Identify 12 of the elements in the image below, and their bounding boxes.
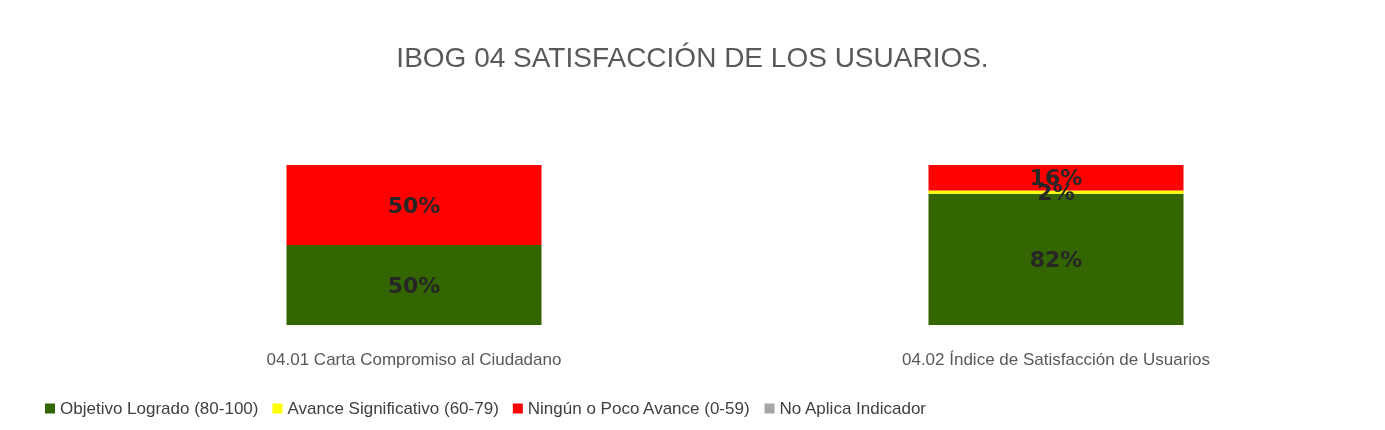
legend-label: Objetivo Logrado (80-100)	[60, 399, 259, 418]
chart-title: IBOG 04 SATISFACCIÓN DE LOS USUARIOS.	[396, 41, 989, 73]
legend-label: Ningún o Poco Avance (0-59)	[527, 399, 750, 418]
x-tick-label: 04.02 Índice de Satisfacción de Usuarios	[901, 350, 1211, 369]
data-label: 82%	[1029, 246, 1083, 272]
legend-label: Avance Significativo (60-79)	[287, 399, 499, 418]
bar	[286, 165, 542, 245]
legend-label: No Aplica Indicador	[779, 399, 927, 418]
bar	[286, 245, 542, 325]
x-tick-label: 04.01 Carta Compromiso al Ciudadano	[266, 350, 562, 369]
data-label: 50%	[387, 192, 441, 218]
data-label: 50%	[387, 272, 441, 298]
